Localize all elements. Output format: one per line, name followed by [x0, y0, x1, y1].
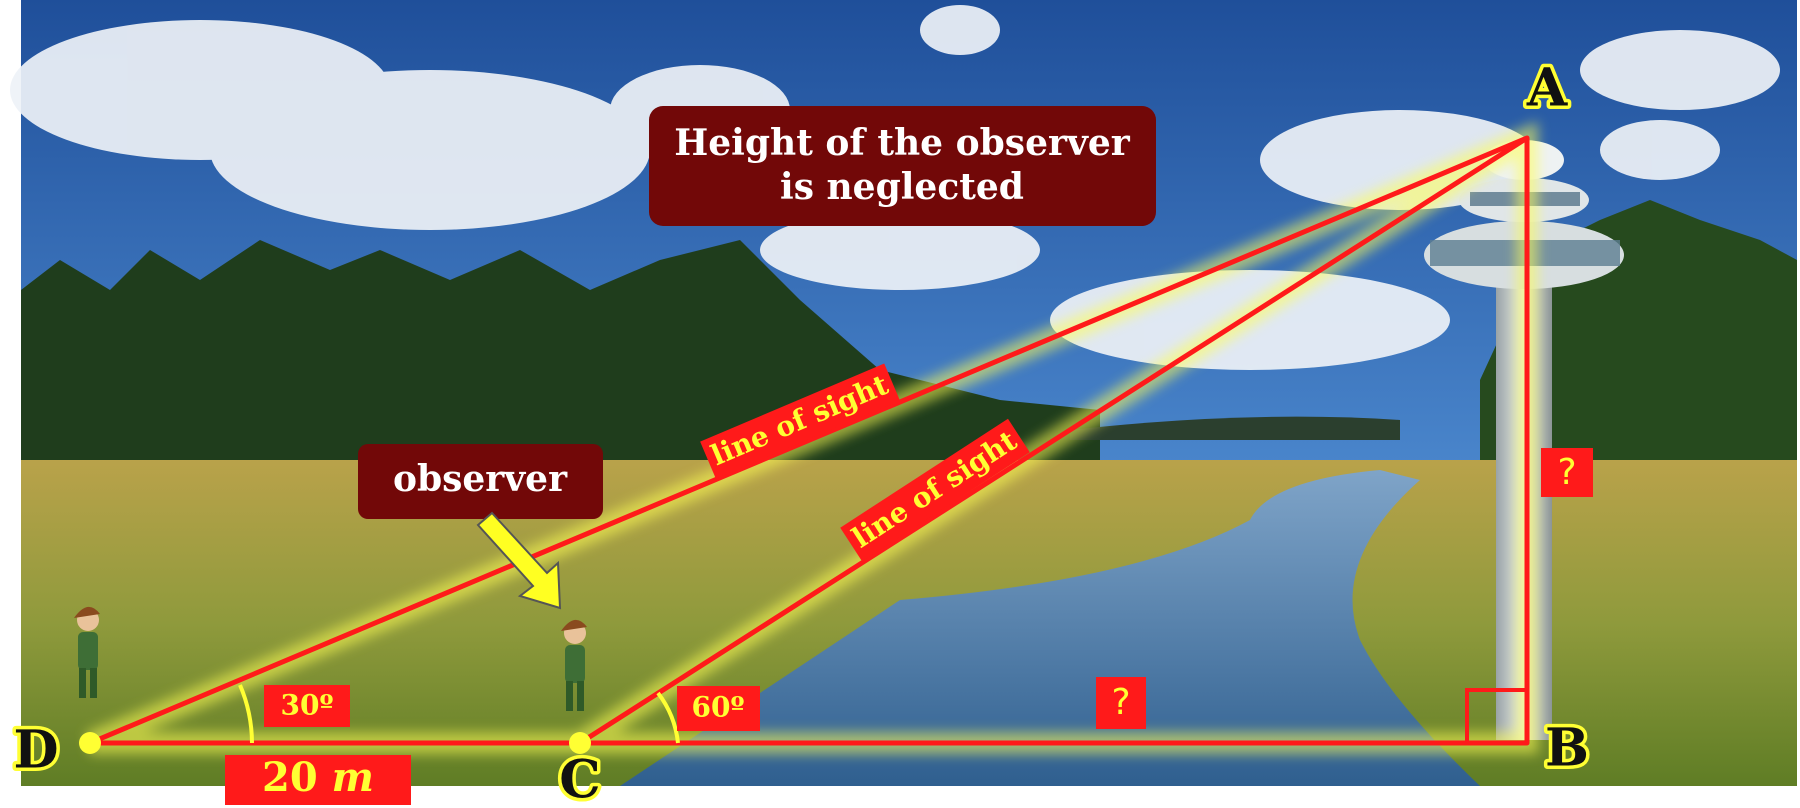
diagram: Height of the observer is neglected obse…	[0, 0, 1800, 808]
note-line: Height of the observer	[674, 122, 1131, 164]
unknown-label: ?	[1557, 452, 1576, 493]
angle-label: 60º	[692, 691, 745, 724]
angle-label: 30º	[281, 689, 334, 722]
vertex-label: A	[1526, 58, 1568, 119]
vertex-label: B	[1545, 718, 1589, 779]
page: {"note": {"lines": ["Height of the obser…	[0, 0, 1800, 808]
unknown-label: ?	[1111, 682, 1130, 723]
distance-unit: m	[332, 754, 374, 801]
vertex-label: C	[559, 750, 600, 808]
distance-label: 20 m	[262, 754, 374, 801]
note-line: is neglected	[780, 166, 1024, 208]
vertex-label: D	[13, 720, 58, 781]
observer-label: observer	[393, 458, 568, 500]
distance-value: 20	[262, 754, 318, 801]
